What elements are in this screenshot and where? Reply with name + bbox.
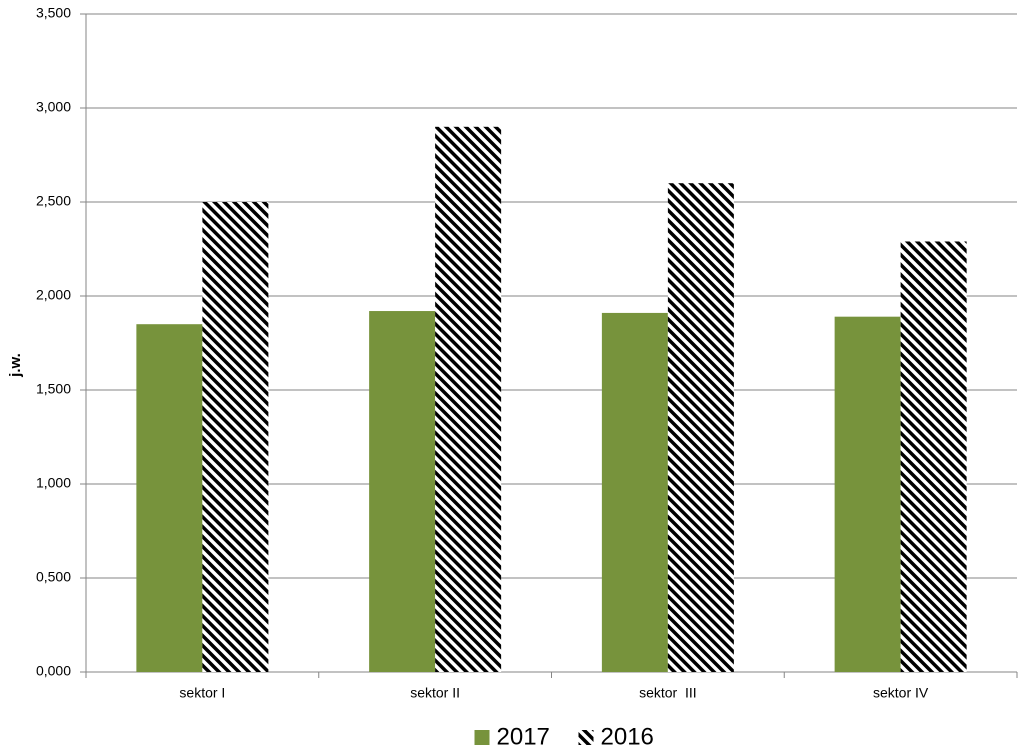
x-tick-label: sektor IV: [873, 685, 929, 701]
legend-label: 2016: [601, 723, 654, 750]
legend-swatch: [578, 730, 594, 745]
bar: [136, 324, 203, 672]
y-tick-label: 3,000: [36, 99, 71, 115]
legend-label: 2017: [497, 723, 550, 750]
y-tick-label: 1,500: [36, 381, 71, 397]
bar: [667, 183, 734, 672]
bar: [435, 126, 502, 673]
bar: [202, 202, 269, 672]
y-axis-label: j.w.: [7, 353, 24, 378]
bar: [601, 312, 668, 672]
y-tick-label: 0,500: [36, 569, 71, 585]
x-tick-label: sektor II: [410, 685, 460, 701]
bar: [369, 311, 436, 672]
legend-swatch: [474, 730, 490, 745]
x-tick-label: sektor III: [639, 685, 697, 701]
y-tick-label: 1,000: [36, 475, 71, 491]
y-tick-label: 0,000: [36, 663, 71, 679]
y-tick-label: 3,500: [36, 5, 71, 21]
y-tick-label: 2,500: [36, 193, 71, 209]
x-tick-label: sektor I: [179, 685, 225, 701]
y-tick-label: 2,000: [36, 287, 71, 303]
bar: [900, 241, 967, 673]
bar: [834, 316, 901, 672]
